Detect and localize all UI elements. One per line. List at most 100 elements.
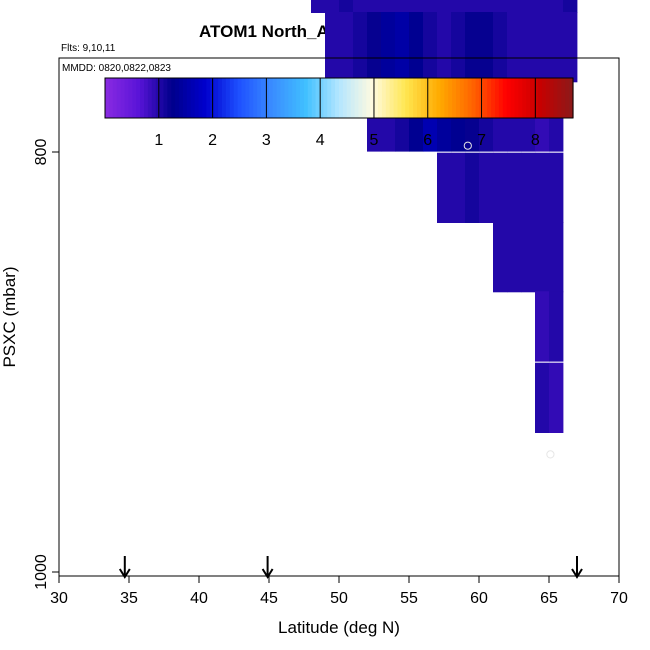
colorbar-segment <box>491 78 496 118</box>
colorbar-segment <box>319 78 324 118</box>
colorbar-segment <box>253 78 258 118</box>
x-tick-label: 40 <box>190 590 208 607</box>
heat-cell <box>409 0 424 14</box>
heat-cell <box>381 12 396 83</box>
colorbar-segment <box>335 78 340 118</box>
colorbar-tick-label: 3 <box>262 132 271 149</box>
heat-cell <box>465 12 480 83</box>
heat-cell <box>493 152 508 223</box>
colorbar-segment <box>167 78 172 118</box>
heat-cell <box>465 152 480 223</box>
heat-cell <box>479 0 494 14</box>
colorbar-segment <box>303 78 309 118</box>
colorbar-segment <box>198 78 204 118</box>
colorbar-segment <box>346 78 352 118</box>
heat-cell <box>339 12 354 83</box>
colorbar-segment <box>292 78 297 118</box>
heat-cell <box>367 12 382 83</box>
colorbar-segment <box>116 78 122 118</box>
colorbar-segment <box>331 78 336 118</box>
colorbar-segment <box>385 78 391 118</box>
colorbar-segment <box>389 78 395 118</box>
colorbar-segment <box>315 78 321 118</box>
colorbar-segment <box>428 78 434 118</box>
colorbar-segment <box>222 78 227 118</box>
colorbar-segment <box>155 78 161 118</box>
colorbar-segment <box>413 78 418 118</box>
colorbar-segment <box>366 78 371 118</box>
heat-cell <box>423 12 438 83</box>
colorbar-segment <box>108 78 114 118</box>
x-tick-label: 45 <box>260 590 278 607</box>
heat-cell <box>535 222 550 293</box>
colorbar-segment <box>214 78 219 118</box>
colorbar-tick-label: 7 <box>477 132 486 149</box>
y-tick-label: 800 <box>33 139 50 166</box>
heatmap-cells <box>311 0 578 433</box>
y-axis: 2004006008001000 <box>33 139 59 590</box>
colorbar-segment <box>171 78 176 118</box>
latitude-arrows <box>118 556 583 579</box>
heat-cell <box>563 12 578 83</box>
heat-cell <box>367 0 382 14</box>
heat-cell <box>549 152 564 223</box>
colorbar-segment <box>105 78 110 118</box>
arrow-head <box>118 568 131 579</box>
colorbar-segment <box>358 78 363 118</box>
heat-cell <box>549 0 564 14</box>
colorbar-segment <box>506 78 512 118</box>
heat-cell <box>493 222 508 293</box>
colorbar-segment <box>483 78 488 118</box>
colorbar-segment <box>206 78 211 118</box>
colorbar-segment <box>296 78 301 118</box>
heat-cell <box>493 12 508 83</box>
heat-cell <box>549 291 564 362</box>
colorbar-segment <box>311 78 317 118</box>
x-tick-label: 65 <box>540 590 558 607</box>
heat-cell <box>451 0 466 14</box>
colorbar-segment <box>452 78 457 118</box>
colorbar-segment <box>300 78 305 118</box>
colorbar-segment <box>471 78 477 118</box>
colorbar-segment <box>159 78 165 118</box>
colorbar-segment <box>463 78 469 118</box>
colorbar-tick-label: 5 <box>370 132 379 149</box>
x-tick-label: 60 <box>470 590 488 607</box>
x-axis: 30 35 40 45 50 55 60 65 70 <box>50 576 628 607</box>
arrow-head <box>261 568 274 579</box>
colorbar-segment <box>518 78 523 118</box>
colorbar-segment <box>190 78 196 118</box>
colorbar-segment <box>370 78 375 118</box>
x-tick-label: 30 <box>50 590 68 607</box>
colorbar-segment <box>397 78 402 118</box>
colorbar-segment <box>424 78 430 118</box>
colorbar-segment <box>233 78 239 118</box>
colorbar-segment <box>448 78 453 118</box>
heat-cell <box>563 0 578 14</box>
colorbar-segment <box>124 78 129 118</box>
colorbar-segment <box>307 78 313 118</box>
colorbar-segment <box>545 78 551 118</box>
colorbar-segment <box>342 78 348 118</box>
colorbar-segment <box>354 78 360 118</box>
colorbar-segment <box>459 78 465 118</box>
colorbar-segment <box>514 78 519 118</box>
heat-cell <box>437 0 452 14</box>
colorbar-segment <box>276 78 282 118</box>
colorbar: 1 2 3 4 5 6 7 8 <box>104 77 574 149</box>
heat-cell <box>507 0 522 14</box>
colorbar-segment <box>186 78 192 118</box>
colorbar-segment <box>280 78 285 118</box>
arrow-head <box>571 568 583 579</box>
heat-cell <box>479 12 494 83</box>
colorbar-segment <box>132 78 137 118</box>
heat-cell <box>549 12 564 83</box>
sample-point <box>546 450 555 459</box>
colorbar-segment <box>409 78 414 118</box>
heat-cell <box>549 362 564 433</box>
colorbar-segment <box>288 78 293 118</box>
colorbar-segment <box>456 78 461 118</box>
colorbar-segment <box>179 78 184 118</box>
colorbar-segment <box>534 78 539 118</box>
